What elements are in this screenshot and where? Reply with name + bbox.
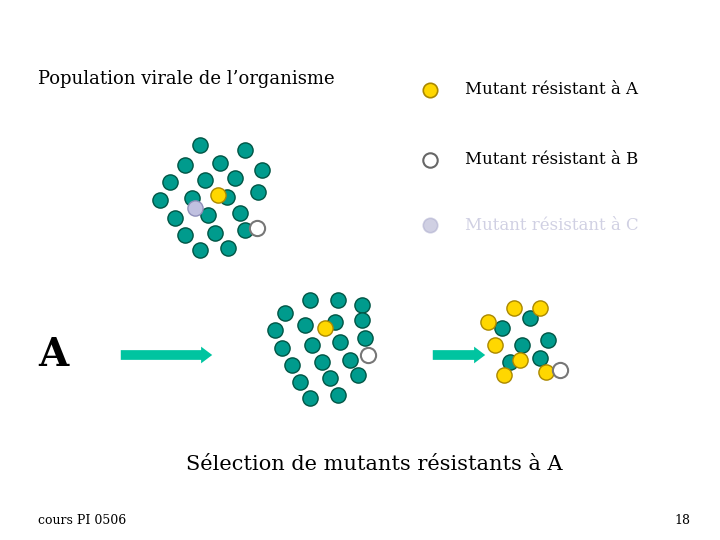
Point bbox=[362, 350, 374, 359]
Text: A: A bbox=[38, 336, 68, 374]
Point bbox=[498, 370, 510, 379]
Text: Sélection de mutants résistants à A: Sélection de mutants résistants à A bbox=[186, 456, 563, 475]
Point bbox=[189, 204, 201, 212]
Point bbox=[229, 174, 240, 183]
Point bbox=[332, 296, 343, 305]
Text: Mutant résistant à A: Mutant résistant à A bbox=[465, 82, 638, 98]
Point bbox=[300, 321, 311, 329]
Point bbox=[239, 146, 251, 154]
Point bbox=[424, 86, 436, 94]
Point bbox=[164, 178, 176, 186]
Point bbox=[496, 323, 508, 332]
Point bbox=[215, 159, 226, 167]
Point bbox=[305, 394, 316, 402]
Point bbox=[239, 226, 251, 234]
Point bbox=[194, 246, 206, 254]
Point bbox=[179, 161, 191, 170]
Point bbox=[279, 309, 291, 318]
Point bbox=[356, 316, 368, 325]
Point bbox=[424, 156, 436, 164]
Point bbox=[169, 214, 181, 222]
Point bbox=[222, 244, 234, 252]
Point bbox=[359, 334, 371, 342]
Point bbox=[210, 228, 221, 237]
Point bbox=[276, 343, 288, 352]
Point bbox=[221, 193, 233, 201]
Point bbox=[179, 231, 191, 239]
Point bbox=[251, 224, 263, 232]
Point bbox=[306, 341, 318, 349]
Point bbox=[194, 141, 206, 150]
Text: Population virale de l’organisme: Population virale de l’organisme bbox=[38, 70, 335, 88]
Text: Mutant résistant à B: Mutant résistant à B bbox=[465, 152, 638, 168]
Point bbox=[524, 314, 536, 322]
Text: 18: 18 bbox=[674, 514, 690, 526]
Point bbox=[294, 377, 306, 386]
Point bbox=[212, 191, 224, 199]
Point bbox=[344, 356, 356, 364]
Point bbox=[514, 356, 526, 364]
Point bbox=[332, 390, 343, 399]
Point bbox=[542, 336, 554, 345]
Point bbox=[329, 318, 341, 326]
Point bbox=[482, 318, 494, 326]
Point bbox=[316, 357, 328, 366]
Text: Mutant résistant à C: Mutant résistant à C bbox=[465, 217, 639, 233]
Point bbox=[305, 296, 316, 305]
Point bbox=[490, 341, 501, 349]
Point bbox=[504, 357, 516, 366]
Point bbox=[540, 368, 552, 376]
Text: cours PI 0506: cours PI 0506 bbox=[38, 514, 126, 526]
Point bbox=[234, 208, 246, 217]
Point bbox=[554, 366, 566, 374]
Point bbox=[534, 303, 546, 312]
Point bbox=[352, 370, 364, 379]
Point bbox=[508, 303, 520, 312]
Point bbox=[516, 341, 528, 349]
Point bbox=[202, 211, 214, 219]
Point bbox=[319, 323, 330, 332]
Point bbox=[186, 194, 198, 202]
Point bbox=[199, 176, 211, 184]
Point bbox=[324, 374, 336, 382]
Point bbox=[269, 326, 281, 334]
Point bbox=[287, 361, 298, 369]
Point bbox=[256, 166, 268, 174]
Point bbox=[154, 195, 166, 204]
Point bbox=[252, 188, 264, 197]
Point bbox=[534, 354, 546, 362]
Point bbox=[356, 301, 368, 309]
Point bbox=[334, 338, 346, 346]
Point bbox=[424, 221, 436, 230]
